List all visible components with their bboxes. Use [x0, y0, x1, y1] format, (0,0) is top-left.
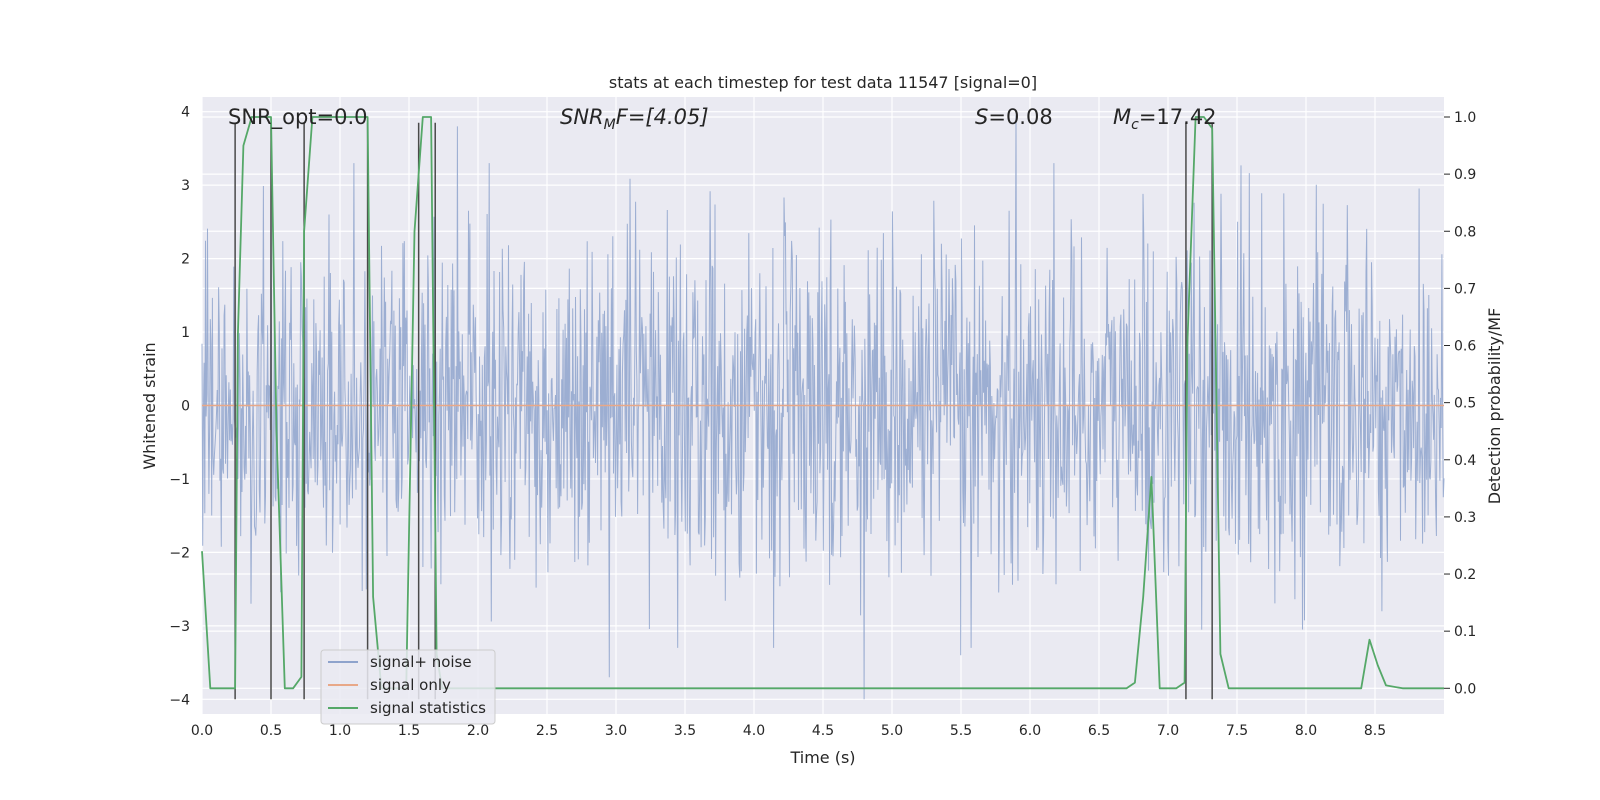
legend-label-signal-statistics: signal statistics [370, 699, 486, 717]
y-left-tick-label: −1 [169, 472, 190, 488]
y-left-tick-label: 0 [181, 399, 190, 415]
x-tick-label: 2.5 [536, 723, 558, 739]
series-signal-plus-noise [201, 115, 1445, 700]
y-right-tick-label: 1.0 [1454, 110, 1476, 126]
y-right-tick-label: 0.7 [1454, 281, 1476, 297]
noise-trace [201, 115, 1445, 700]
legend-label-signal-plus-noise: signal+ noise [370, 653, 472, 671]
y-left-tick-label: −3 [169, 619, 190, 635]
snr-mf-label: SNR [560, 105, 604, 129]
y-right-tick-label: 0.2 [1454, 567, 1476, 583]
x-tick-label: 3.5 [674, 723, 696, 739]
x-tick-label: 0.5 [260, 723, 282, 739]
s-value: =0.08 [988, 105, 1052, 129]
x-tick-label: 3.0 [605, 723, 627, 739]
x-tick-label: 7.5 [1226, 723, 1248, 739]
annotation-snr-opt: SNR_opt=0.0 [228, 105, 368, 130]
snr-mf-sub: M [604, 117, 616, 133]
x-tick-label: 6.0 [1019, 723, 1041, 739]
legend: signal+ noise signal only signal statist… [320, 649, 496, 725]
x-tick-label: 0.0 [191, 723, 213, 739]
y-left-tick-label: −4 [169, 692, 190, 708]
y-right-tick-label: 0.9 [1454, 167, 1476, 183]
x-tick-label: 8.5 [1364, 723, 1386, 739]
x-tick-label: 1.5 [398, 723, 420, 739]
legend-box [320, 649, 496, 725]
x-tick-label: 1.0 [329, 723, 351, 739]
x-tick-label: 2.0 [467, 723, 489, 739]
x-tick-label: 7.0 [1157, 723, 1179, 739]
y-right-tick-label: 0.4 [1454, 453, 1476, 469]
x-tick-label: 5.5 [950, 723, 972, 739]
annotation-snr-mf: SNRMF=[4.05] [560, 105, 709, 133]
x-tick-label: 4.5 [812, 723, 834, 739]
y-left-axis-label: Whitened strain [140, 342, 159, 469]
y-left-tick-label: 2 [181, 252, 190, 268]
s-label: S [975, 105, 988, 129]
legend-label-signal-only: signal only [370, 676, 451, 694]
y-left-tick-labels: −4 −3 −2 −1 0 1 2 3 4 [169, 105, 190, 709]
x-tick-label: 6.5 [1088, 723, 1110, 739]
y-right-tick-label: 0.3 [1454, 510, 1476, 526]
y-left-tick-label: 3 [181, 178, 190, 194]
y-right-tick-label: 0.0 [1454, 681, 1476, 697]
mc-sub: c [1131, 117, 1139, 133]
y-right-tick-labels: 0.0 0.1 0.2 0.3 0.4 0.5 0.6 0.7 0.8 0.9 1.0 [1444, 110, 1476, 697]
y-left-tick-label: −2 [169, 545, 190, 561]
mc-value: =17.42 [1139, 105, 1217, 129]
y-right-tick-label: 0.5 [1454, 396, 1476, 412]
x-tick-label: 4.0 [743, 723, 765, 739]
annotation-s: S=0.08 [975, 105, 1053, 129]
y-right-tick-label: 0.1 [1454, 624, 1476, 640]
series-signal-statistics [201, 116, 1444, 690]
annotation-mc: Mc=17.42 [1113, 105, 1217, 133]
snr-mf-rest: F=[4.05] [616, 105, 709, 129]
mc-label: M [1113, 105, 1131, 129]
x-tick-label: 8.0 [1295, 723, 1317, 739]
y-right-tick-label: 0.8 [1454, 224, 1476, 240]
y-left-tick-label: 1 [181, 325, 190, 341]
x-tick-labels: 0.0 0.5 1.0 1.5 2.0 2.5 3.0 3.5 4.0 4.5 5.0 5.5 6.0 6… [191, 723, 1386, 739]
chart-title: stats at each timestep for test data 115… [609, 73, 1037, 92]
x-tick-label: 5.0 [881, 723, 903, 739]
y-right-tick-label: 0.6 [1454, 339, 1476, 355]
y-left-tick-label: 4 [181, 105, 190, 121]
x-axis-label: Time (s) [789, 748, 855, 767]
y-right-axis-label: Detection probability/MF [1485, 308, 1504, 505]
